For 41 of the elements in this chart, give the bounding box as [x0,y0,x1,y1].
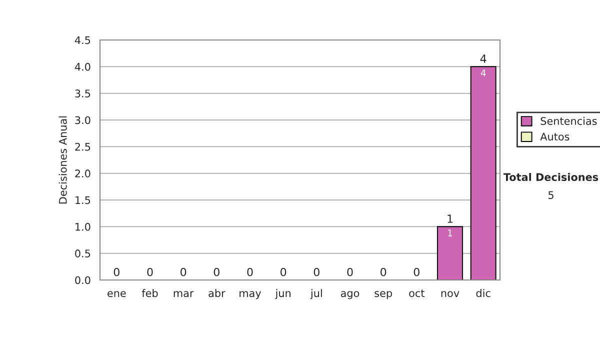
y-tick-label: 1.5 [76,196,90,204]
x-tick-label: sep [374,291,392,300]
total-label: 0 [347,268,353,276]
total-label: 0 [380,268,386,276]
legend-label: Autos [540,132,570,141]
x-tick-label: jun [275,289,290,300]
total-label: 0 [280,268,286,276]
text: Total Decisiones [503,172,598,182]
total-label: 0 [247,268,253,276]
y-tick-label: 1.0 [76,222,90,231]
y-tick-label: 3.5 [75,90,90,98]
total-label: 0 [147,268,153,276]
x-tick-label: feb [142,289,158,298]
x-tick-label: abr [208,289,226,298]
x-tick-label: ago [340,291,360,300]
legend-label: Sentencias [540,116,597,125]
text: 5 [548,191,554,200]
total-label: 0 [214,268,220,276]
y-tick-label: 4.0 [74,62,90,71]
x-tick-label: oct [409,290,425,298]
x-tick-label: nov [441,291,460,298]
data-label: 1 [448,230,452,236]
y-tick-label: 4.5 [74,36,90,44]
y-tick-label: 3.0 [75,116,90,124]
y-tick-label: 2.0 [75,170,90,178]
total-label: 0 [180,268,186,276]
total-label: 1 [448,214,453,223]
total-label: 0 [114,268,120,276]
y-tick-label: 2.5 [75,142,90,151]
total-label: 0 [314,268,320,276]
x-tick-label: may [240,291,262,300]
total-label: 0 [414,268,420,276]
y-tick-label: 0.5 [75,250,90,258]
y-axis-title: Decisiones Anual [58,116,67,204]
x-tick-label: jul [310,289,322,300]
data-label: 4 [480,70,486,76]
x-tick-label: dic [476,289,490,298]
x-tick-label: ene [108,291,126,298]
x-tick-label: mar [174,291,194,298]
y-tick-label: 0.0 [75,276,90,284]
total-label: 4 [480,54,486,63]
